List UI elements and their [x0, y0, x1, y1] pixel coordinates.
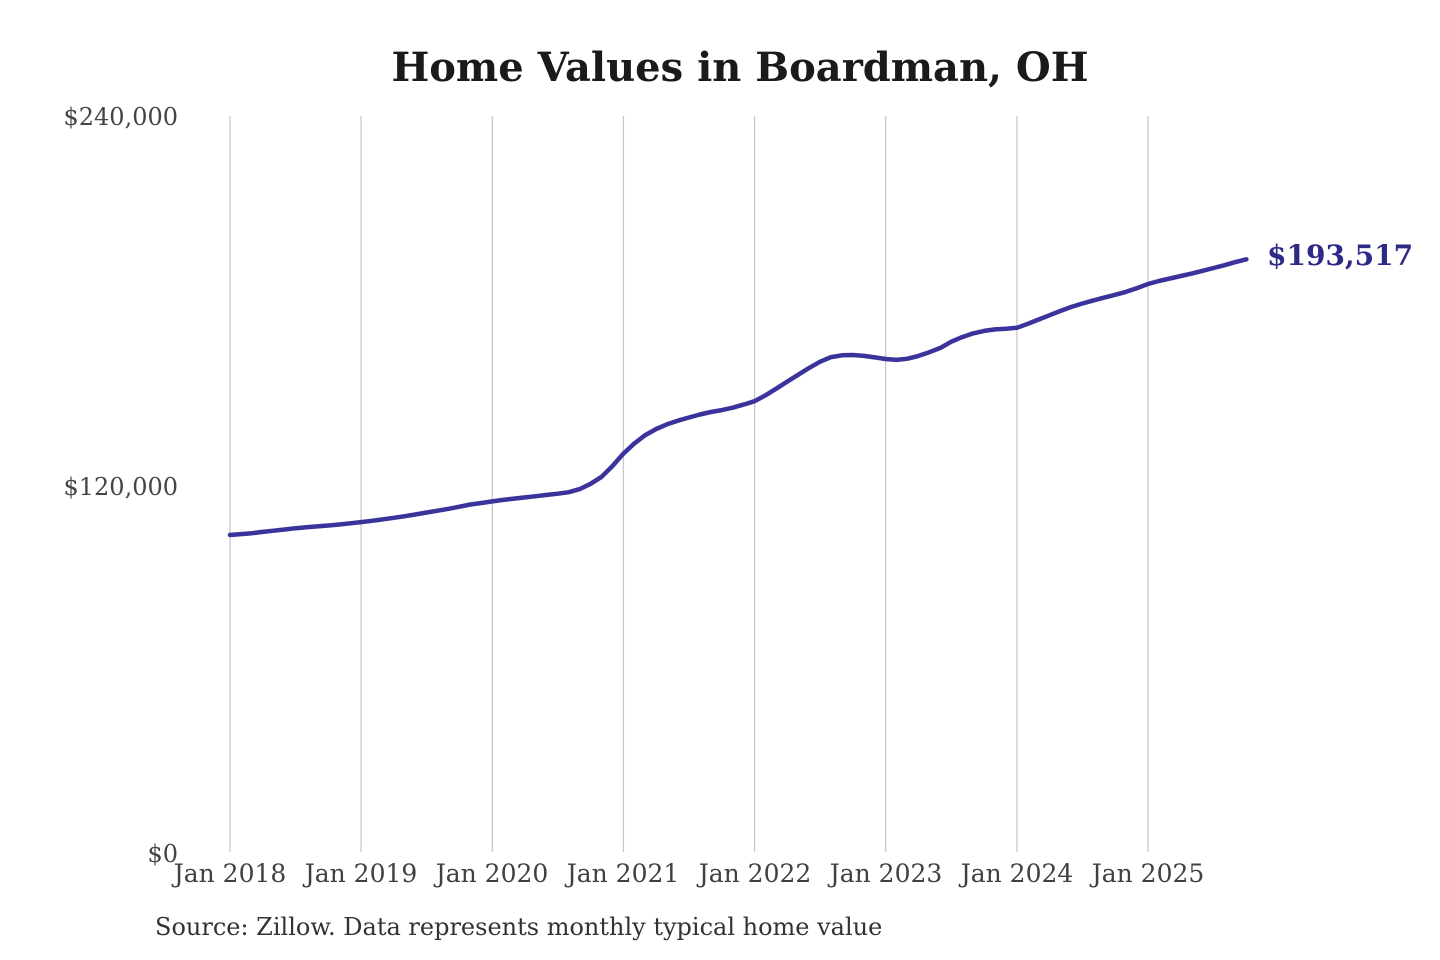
- latest-value-label: $193,517: [1267, 239, 1414, 272]
- x-axis-label-jan-2023: Jan 2023: [829, 859, 943, 888]
- x-axis-label-jan-2024: Jan 2024: [960, 859, 1074, 888]
- y-axis-label-120000: $120,000: [63, 473, 178, 501]
- chart-title: Home Values in Boardman, OH: [391, 44, 1089, 91]
- home-value-line: [227, 257, 1249, 538]
- x-axis-label-jan-2020: Jan 2020: [435, 859, 549, 888]
- x-axis-label-jan-2019: Jan 2019: [304, 859, 418, 888]
- x-axis-label-jan-2021: Jan 2021: [566, 859, 680, 888]
- source-note: Source: Zillow. Data represents monthly …: [155, 913, 883, 941]
- x-axis-label-jan-2025: Jan 2025: [1091, 859, 1205, 888]
- y-axis-label-240000: $240,000: [63, 103, 178, 131]
- y-axis-label-0: $0: [147, 840, 178, 868]
- x-axis-label-jan-2018: Jan 2018: [173, 859, 287, 888]
- x-axis-label-jan-2022: Jan 2022: [698, 859, 812, 888]
